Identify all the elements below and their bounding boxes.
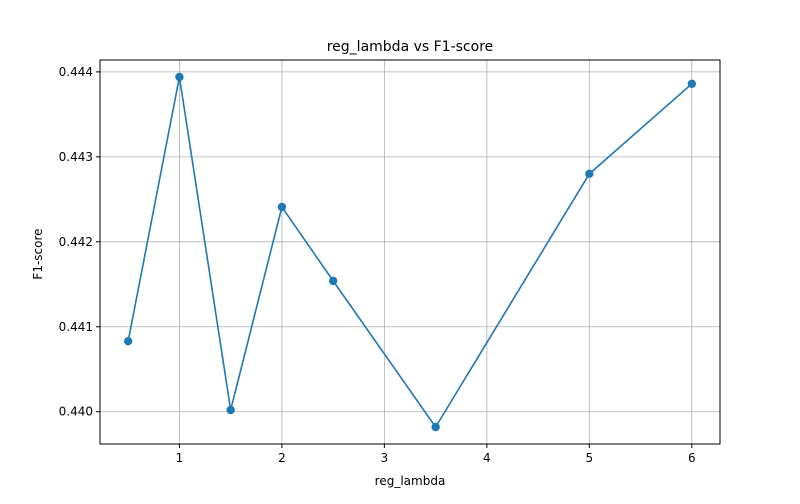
y-tick-label: 0.442 [59,235,93,249]
data-point [585,169,594,179]
data-point [175,72,184,82]
x-axis-ticks: 1 2 3 4 5 6 [176,444,696,465]
data-point [123,337,133,346]
data-point [277,202,287,212]
y-tick-label: 0.444 [59,65,93,79]
data-point [431,422,440,432]
plot-frame [99,59,721,445]
y-axis-ticks: 0.440 0.441 0.442 0.443 0.444 [59,65,100,419]
x-tick-label: 3 [381,451,389,465]
x-tick-label: 4 [483,451,491,465]
x-tick-label: 2 [278,451,286,465]
x-tick-label: 5 [586,451,594,465]
data-point [226,405,235,415]
data-point [328,276,338,286]
x-axis-label: reg_lambda [375,474,446,488]
y-tick-label: 0.441 [59,320,93,334]
series-layer [123,72,697,432]
y-axis-label: F1-score [31,228,45,279]
data-point [687,79,697,88]
x-tick-label: 1 [176,451,184,465]
y-tick-label: 0.440 [59,405,93,419]
series-line [127,76,693,428]
y-tick-label: 0.443 [59,150,93,164]
grid [100,60,720,444]
x-tick-label: 6 [688,451,696,465]
chart-title: reg_lambda vs F1-score [327,39,494,55]
